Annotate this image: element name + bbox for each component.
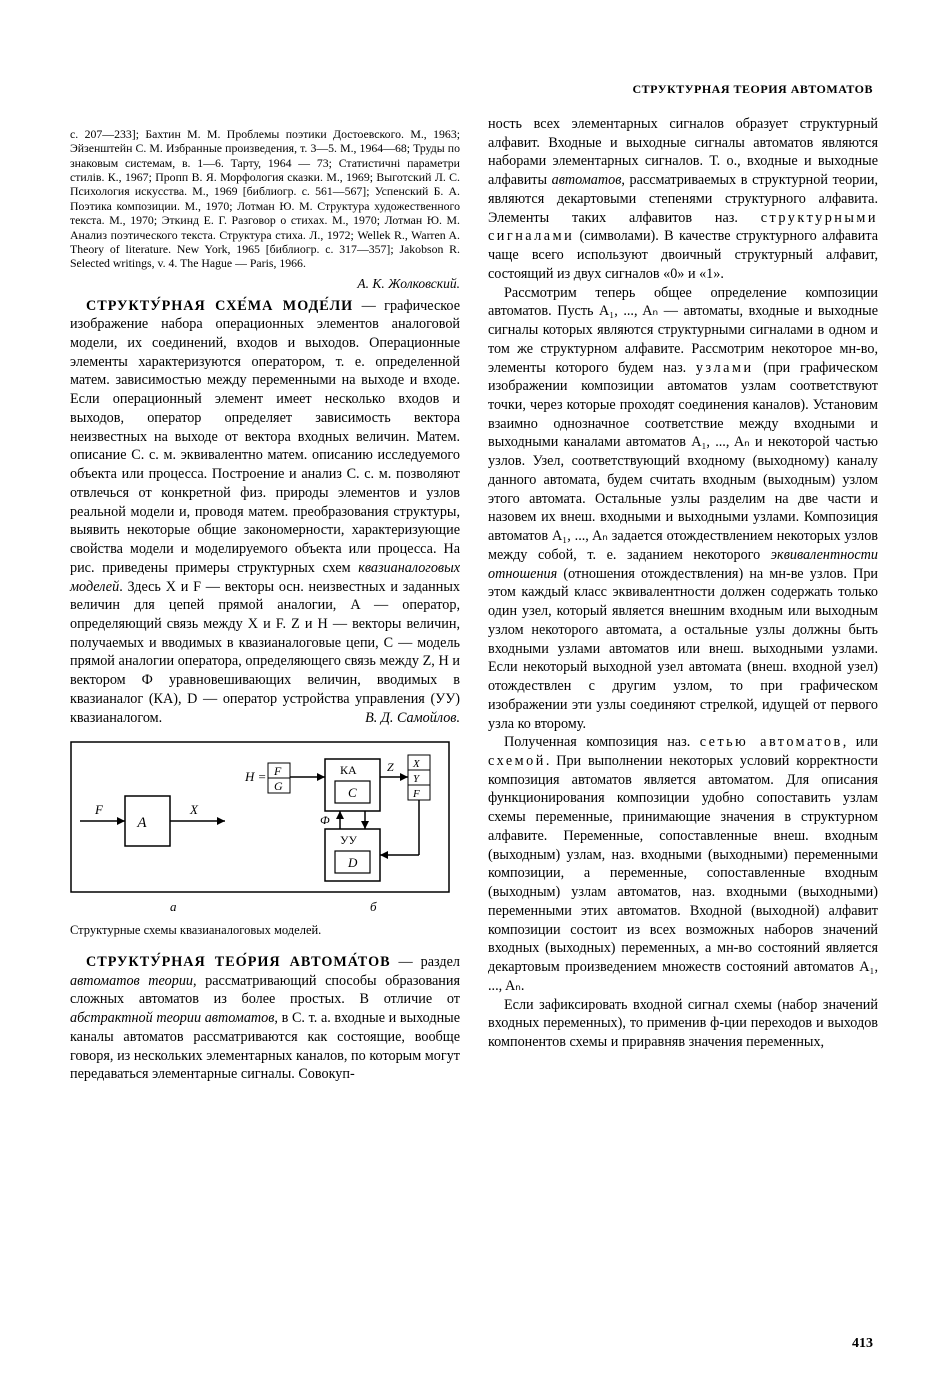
svg-text:б: б <box>370 899 377 914</box>
running-head: СТРУКТУРНАЯ ТЕОРИЯ АВТОМАТОВ <box>633 82 874 97</box>
right-p1: ность всех элементарных сигналов образуе… <box>488 115 878 284</box>
r3sc: сетью автоматов <box>700 734 843 750</box>
right-p3: Полученная композиция наз. сетью автомат… <box>488 733 878 995</box>
r2sc1: узлами <box>696 360 754 376</box>
svg-text:G: G <box>274 779 283 793</box>
svg-text:C: C <box>348 785 357 800</box>
right-column: ность всех элементарных сигналов образуе… <box>488 115 878 1084</box>
entry1-text-b: . Здесь X и F — векторы осн. неизвестных… <box>70 579 460 726</box>
svg-text:D: D <box>347 855 358 870</box>
right-p2: Рассмотрим теперь общее определение комп… <box>488 284 878 734</box>
entry2-a: — раздел <box>391 954 460 970</box>
right-p4: Если зафиксировать входной сигнал схемы … <box>488 996 878 1052</box>
svg-text:Ф: Ф <box>320 813 330 827</box>
r3a2: , или <box>843 734 878 750</box>
figure-caption: Структурные схемы квазианалоговых моделе… <box>70 922 460 939</box>
figure-block-diagrams: F A X а H = F G <box>70 741 460 939</box>
svg-text:КА: КА <box>340 763 357 777</box>
author-signature-1: А. К. Жолковский. <box>70 275 460 293</box>
r2b: (при графическом изображении композиции … <box>488 360 878 563</box>
svg-text:F: F <box>412 788 420 800</box>
svg-text:X: X <box>189 802 199 817</box>
bibliography: с. 207—233]; Бахтин М. М. Проблемы поэти… <box>70 127 460 271</box>
headword-1: СТРУКТУ́РНАЯ СХЕ́МА МОДЕ́ЛИ <box>86 298 353 314</box>
entry1-text-a: — графическое изображение набора операци… <box>70 298 460 576</box>
diagram-svg: F A X а H = F G <box>70 741 450 916</box>
svg-text:X: X <box>412 758 421 770</box>
svg-text:F: F <box>94 802 104 817</box>
entry2-em1: автоматов теории <box>70 973 193 989</box>
entry-strukturnaya-skhema: СТРУКТУ́РНАЯ СХЕ́МА МОДЕ́ЛИ — графическо… <box>70 297 460 728</box>
page-number: 413 <box>852 1336 873 1352</box>
headword-2: СТРУКТУ́РНАЯ ТЕО́РИЯ АВТОМА́ТОВ <box>86 954 391 970</box>
entry-strukturnaya-teoriya: СТРУКТУ́РНАЯ ТЕО́РИЯ АВТОМА́ТОВ — раздел… <box>70 953 460 1084</box>
r1em: автоматов <box>552 172 622 188</box>
svg-text:H =: H = <box>244 769 266 784</box>
left-column: с. 207—233]; Бахтин М. М. Проблемы поэти… <box>70 115 460 1084</box>
r2c: (отношения отождествления) на мн-ве узло… <box>488 566 878 732</box>
r3b: . При выполнении некоторых условий корре… <box>488 753 878 994</box>
svg-text:Y: Y <box>413 773 421 785</box>
r3a: Полученная композиция наз. <box>504 734 700 750</box>
svg-text:УУ: УУ <box>340 833 357 847</box>
svg-text:Z: Z <box>387 760 394 774</box>
r3sc2: схемой <box>488 753 546 769</box>
entry2-em2: абстрактной теории автоматов <box>70 1010 274 1026</box>
author-signature-2: В. Д. Самойлов. <box>349 709 460 728</box>
svg-text:A: A <box>136 815 147 831</box>
svg-text:F: F <box>273 764 282 778</box>
svg-text:а: а <box>170 899 177 914</box>
